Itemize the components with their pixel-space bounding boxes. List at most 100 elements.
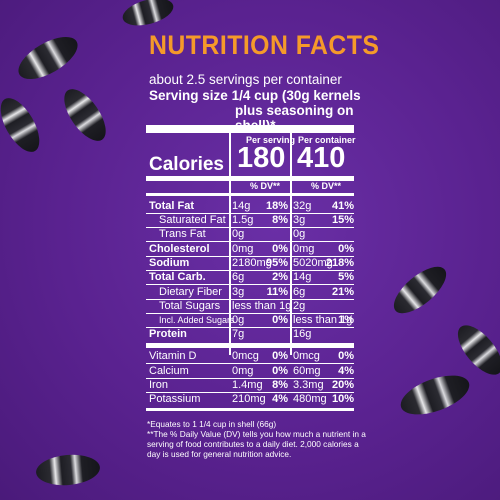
serving-dv-iron: 8% xyxy=(272,379,288,391)
container-dv-dietary-fiber: 21% xyxy=(331,286,354,298)
seed-right-3 xyxy=(400,375,470,415)
row-separator xyxy=(146,343,354,348)
nutrition-facts-title: NUTRITION FACTS xyxy=(149,30,380,60)
nutrient-name-total-fat: Total Fat xyxy=(149,200,195,212)
row-separator xyxy=(146,213,354,214)
container-dv-vitamin-d: 0% xyxy=(338,350,354,362)
row-separator xyxy=(146,241,354,242)
serving-amount-dietary-fiber: 3g xyxy=(232,286,245,298)
container-dv-cholesterol: 0% xyxy=(338,243,354,255)
container-amount-total-carb: 14g xyxy=(293,271,312,283)
nutrient-name-potassium: Potassium xyxy=(149,393,201,405)
container-amount-calcium: 60mg xyxy=(293,365,321,377)
container-dv-calcium: 4% xyxy=(338,365,354,377)
row-separator xyxy=(146,299,354,300)
nutrient-name-total-carb: Total Carb. xyxy=(149,271,206,283)
container-amount-incl-added-sugars: less than 1g xyxy=(293,314,353,326)
dv-header-serving: % DV** xyxy=(250,181,281,191)
serving-dv-calcium: 0% xyxy=(272,365,288,377)
footnote-daily-value: **The % Daily Value (DV) tells you how m… xyxy=(147,429,366,459)
nutrition-table: Per serving Per container Calories 180 4… xyxy=(146,125,356,417)
serving-amount-total-sugars: less than 1g xyxy=(232,300,292,312)
nutrient-name-total-sugars: Total Sugars xyxy=(159,300,221,312)
container-amount-cholesterol: 0mg xyxy=(293,243,315,255)
serving-dv-vitamin-d: 0% xyxy=(272,350,288,362)
row-separator xyxy=(146,378,354,379)
serving-dv-cholesterol: 0% xyxy=(272,243,288,255)
serving-amount-vitamin-d: 0mcg xyxy=(232,350,259,362)
top-thick-rule xyxy=(146,125,354,133)
serving-amount-incl-added-sugars: 0g xyxy=(232,314,245,326)
row-separator xyxy=(146,256,354,257)
serving-amount-calcium: 0mg xyxy=(232,365,254,377)
serving-amount-potassium: 210mg xyxy=(232,393,266,405)
row-separator xyxy=(146,392,354,393)
row-separator xyxy=(146,227,354,228)
row-separator xyxy=(146,327,354,328)
container-dv-potassium: 10% xyxy=(331,393,354,405)
serving-size-value-1: 1/4 cup (30g kernels xyxy=(231,88,361,103)
serving-amount-trans-fat: 0g xyxy=(232,228,245,240)
container-amount-sodium: 5020mg xyxy=(293,257,333,269)
calories-rule xyxy=(146,176,354,181)
container-amount-saturated-fat: 3g xyxy=(293,214,306,226)
container-amount-trans-fat: 0g xyxy=(293,228,306,240)
bottom-rule xyxy=(146,408,354,411)
row-separator xyxy=(146,313,354,314)
seed-bottom-left xyxy=(36,454,100,486)
container-amount-potassium: 480mg xyxy=(293,393,327,405)
calories-per-serving: 180 xyxy=(237,142,286,174)
serving-amount-cholesterol: 0mg xyxy=(232,243,254,255)
seed-left-mid-2 xyxy=(64,89,106,141)
serving-size-label: Serving size xyxy=(149,88,228,103)
serving-amount-protein: 7g xyxy=(232,328,245,340)
serving-dv-incl-added-sugars: 0% xyxy=(272,314,288,326)
container-amount-dietary-fiber: 6g xyxy=(293,286,306,298)
serving-amount-iron: 1.4mg xyxy=(232,379,263,391)
container-amount-total-sugars: 2g xyxy=(293,300,306,312)
serving-dv-sodium: 95% xyxy=(265,257,288,269)
nutrient-name-iron: Iron xyxy=(149,379,168,391)
serving-dv-total-fat: 18% xyxy=(265,200,288,212)
seed-left-mid-1 xyxy=(0,98,40,152)
container-dv-total-fat: 41% xyxy=(331,200,354,212)
serving-amount-saturated-fat: 1.5g xyxy=(232,214,254,226)
nutrient-name-calcium: Calcium xyxy=(149,365,189,377)
serving-dv-saturated-fat: 8% xyxy=(272,214,288,226)
servings-per-container: about 2.5 servings per container xyxy=(149,72,342,87)
nutrient-name-sodium: Sodium xyxy=(149,257,190,269)
container-amount-vitamin-d: 0mcg xyxy=(293,350,320,362)
row-separator xyxy=(146,284,354,285)
serving-dv-potassium: 4% xyxy=(272,393,288,405)
dv-header-container: % DV** xyxy=(311,181,342,191)
row-separator xyxy=(146,270,354,271)
seed-right-1 xyxy=(393,266,447,314)
container-dv-iron: 20% xyxy=(331,379,354,391)
serving-dv-total-carb: 2% xyxy=(272,271,288,283)
footnote-equates: *Equates to 1 1/4 cup in shell (66g) xyxy=(147,419,277,429)
footnotes: *Equates to 1 1/4 cup in shell (66g) **T… xyxy=(147,419,367,459)
serving-amount-total-fat: 14g xyxy=(232,200,251,212)
nutrient-name-protein: Protein xyxy=(149,328,187,340)
nutrient-name-cholesterol: Cholesterol xyxy=(149,243,210,255)
nutrient-name-vitamin-d: Vitamin D xyxy=(149,350,197,362)
container-dv-incl-added-sugars: 1% xyxy=(338,314,354,326)
per-serving-header: Per serving xyxy=(246,135,296,145)
column-divider-1 xyxy=(229,133,231,355)
per-container-header: Per container xyxy=(298,135,356,145)
serving-amount-sodium: 2180mg xyxy=(232,257,272,269)
container-amount-total-fat: 32g xyxy=(293,200,312,212)
serving-amount-total-carb: 6g xyxy=(232,271,245,283)
seed-top-left xyxy=(18,37,78,79)
container-amount-iron: 3.3mg xyxy=(293,379,324,391)
column-divider-2 xyxy=(290,133,292,355)
nutrient-name-incl-added-sugars: Incl. Added Sugars xyxy=(159,315,235,325)
container-dv-saturated-fat: 15% xyxy=(331,214,354,226)
dv-rule xyxy=(146,193,354,196)
calories-per-container: 410 xyxy=(297,142,346,174)
container-dv-sodium: 218% xyxy=(325,257,354,269)
container-dv-total-carb: 5% xyxy=(338,271,354,283)
seed-right-2 xyxy=(457,325,500,375)
